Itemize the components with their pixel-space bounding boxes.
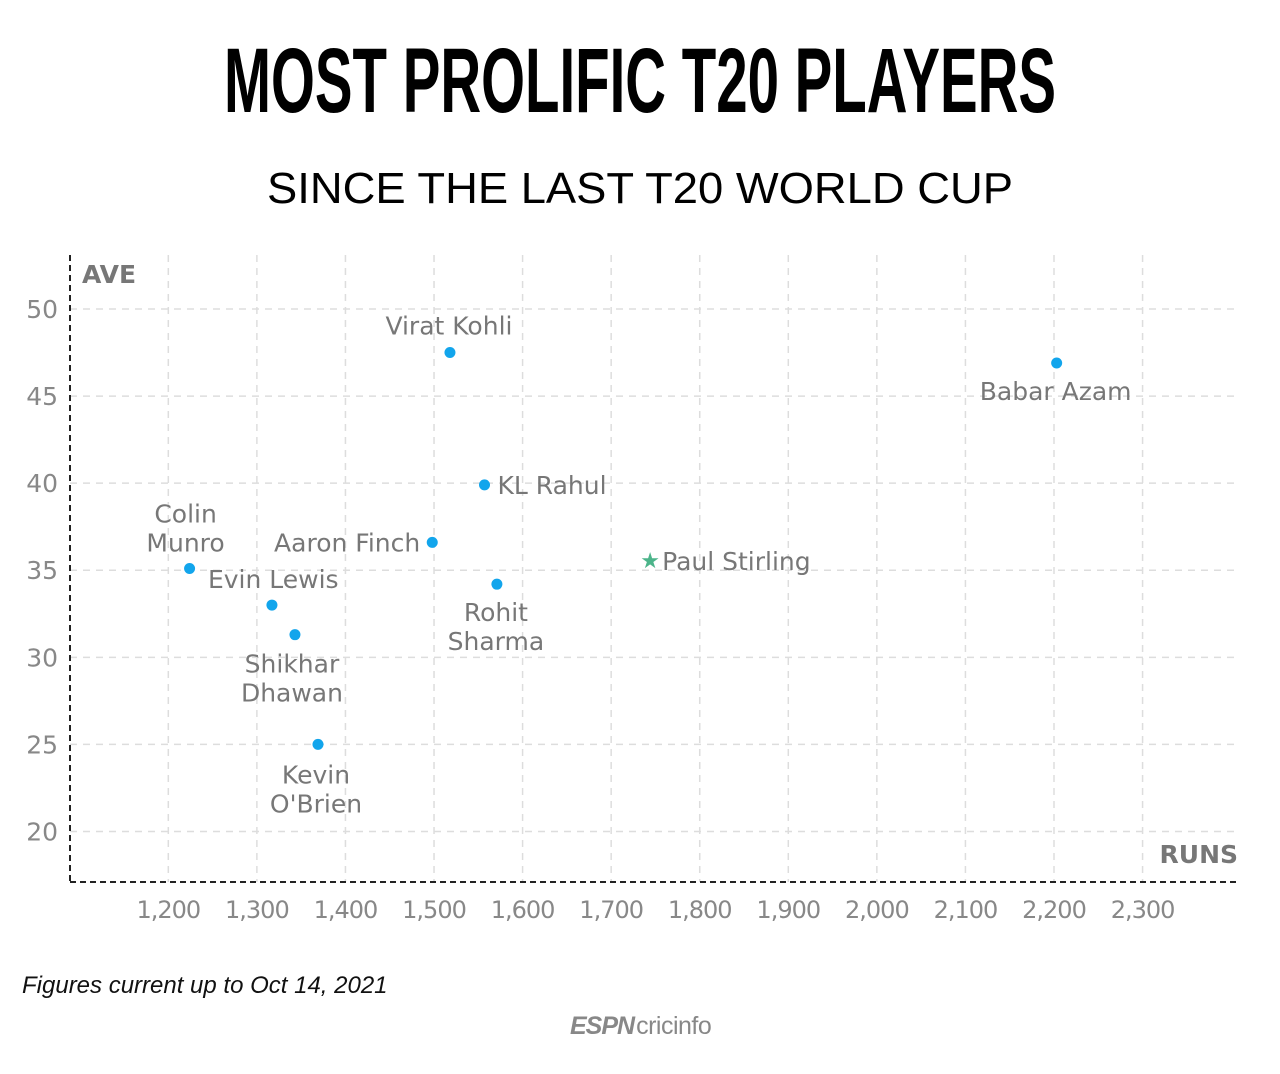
data-point xyxy=(184,563,196,574)
y-tick-label: 35 xyxy=(26,556,58,585)
x-tick-label: 2,200 xyxy=(1022,896,1086,924)
x-tick-label: 1,500 xyxy=(402,896,466,924)
point-label: Shikhar Dhawan xyxy=(241,650,343,708)
point-label: Aaron Finch xyxy=(274,528,420,557)
data-point xyxy=(491,578,503,590)
data-point xyxy=(289,629,301,641)
x-tick-label: 2,300 xyxy=(1111,896,1175,924)
x-tick-label: 1,200 xyxy=(136,896,200,924)
point-label: Paul Stirling xyxy=(662,547,811,576)
chart-title: MOST PROLIFIC T20 PLAYERS xyxy=(224,30,1056,132)
data-point xyxy=(266,599,278,611)
data-point xyxy=(1051,357,1063,369)
data-point xyxy=(444,347,456,359)
espncricinfo-logo: ESPNcricinfo xyxy=(570,1012,712,1041)
logo-cricinfo: cricinfo xyxy=(636,1012,712,1040)
x-tick-label: 2,100 xyxy=(934,896,998,924)
x-tick-label: 2,000 xyxy=(845,896,909,924)
point-label: Babar Azam xyxy=(980,377,1132,406)
x-tick-label: 1,900 xyxy=(756,896,820,924)
x-axis-label: RUNS xyxy=(1160,840,1238,869)
point-label: Colin Munro xyxy=(146,500,224,558)
data-point xyxy=(426,536,438,548)
data-point xyxy=(479,479,491,491)
point-label: Kevin O'Brien xyxy=(270,760,362,818)
data-point xyxy=(312,738,324,750)
chart-subtitle: SINCE THE LAST T20 WORLD CUP xyxy=(267,164,1013,213)
x-tick-label: 1,800 xyxy=(668,896,732,924)
point-label: Virat Kohli xyxy=(385,312,512,341)
y-tick-label: 30 xyxy=(26,643,58,672)
y-tick-label: 25 xyxy=(26,730,58,759)
y-tick-label: 40 xyxy=(26,469,58,498)
x-tick-label: 1,600 xyxy=(491,896,555,924)
y-tick-label: 20 xyxy=(26,817,58,846)
x-tick-label: 1,300 xyxy=(225,896,289,924)
y-axis-label: AVE xyxy=(82,260,136,289)
point-label: Rohit Sharma xyxy=(448,598,545,656)
x-tick-label: 1,400 xyxy=(314,896,378,924)
y-tick-label: 50 xyxy=(26,295,58,324)
point-label: Evin Lewis xyxy=(208,565,339,594)
star-marker: ★ xyxy=(640,549,660,574)
footnote: Figures current up to Oct 14, 2021 xyxy=(22,972,388,999)
y-tick-label: 45 xyxy=(26,382,58,411)
logo-espn: ESPN xyxy=(570,1012,635,1040)
x-tick-label: 1,700 xyxy=(579,896,643,924)
point-label: KL Rahul xyxy=(498,471,607,500)
